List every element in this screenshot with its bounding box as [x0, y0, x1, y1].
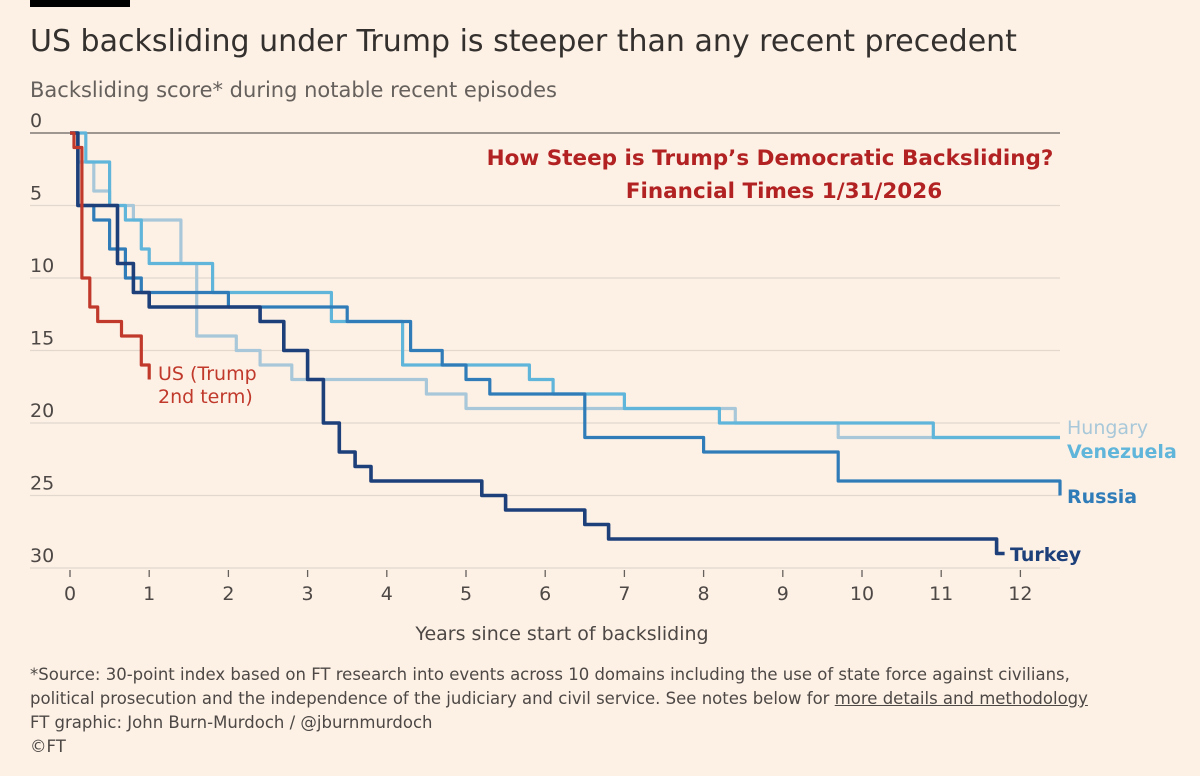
ft-brand-bar: [30, 0, 130, 7]
y-tick-label: 25: [30, 473, 54, 495]
x-tick-label: 10: [850, 583, 874, 605]
y-axis: 0 5 10 15 20 25 30: [30, 110, 54, 567]
series-line-turkey: [70, 131, 1005, 556]
source-note-line-2-text: political prosecution and the independen…: [30, 689, 835, 708]
x-tick-label: 3: [302, 583, 314, 605]
series-label-russia: Russia: [1067, 486, 1137, 508]
x-tick-label: 5: [460, 583, 472, 605]
graphic-credit: FT graphic: John Burn-Murdoch / @jburnmu…: [30, 713, 433, 732]
y-tick-label: 20: [30, 400, 54, 422]
x-tick-label: 8: [698, 583, 710, 605]
series-line-us-trump-2nd-term: [70, 131, 151, 380]
y-tick-label: 5: [30, 183, 42, 205]
x-tick-label: 1: [143, 583, 155, 605]
x-tick-label: 0: [64, 583, 76, 605]
x-tick-label: 11: [929, 583, 953, 605]
source-note-line-1: *Source: 30-point index based on FT rese…: [30, 665, 1070, 684]
x-tick-label: 6: [539, 583, 551, 605]
annotation-line-2: Financial Times 1/31/2026: [626, 179, 942, 204]
x-tick-label: 2: [222, 583, 234, 605]
chart-subtitle: Backsliding score* during notable recent…: [30, 78, 557, 102]
x-tick-label: 12: [1008, 583, 1032, 605]
series-label-hungary: Hungary: [1067, 417, 1148, 439]
x-tick-label: 7: [618, 583, 630, 605]
y-tick-label: 30: [30, 545, 54, 567]
methodology-link[interactable]: more details and methodology: [834, 689, 1088, 708]
series-label-us-trump-2nd-term: US (Trump 2nd term): [158, 363, 257, 408]
series-lines: [70, 131, 1062, 556]
chart-title: US backsliding under Trump is steeper th…: [30, 24, 1017, 59]
source-note-line-2: political prosecution and the independen…: [30, 688, 1088, 710]
y-tick-label: 10: [30, 255, 54, 277]
x-axis-label: Years since start of backsliding: [414, 623, 708, 645]
series-label-venezuela: Venezuela: [1067, 441, 1177, 463]
series-label-turkey: Turkey: [1010, 544, 1082, 566]
copyright: ©FT: [30, 737, 66, 756]
y-tick-label: 15: [30, 328, 54, 350]
x-axis: 0 1 2 3 4 5 6 7 8 9 10 11 12: [64, 570, 1032, 605]
y-tick-label: 0: [30, 110, 42, 132]
x-tick-label: 9: [777, 583, 789, 605]
annotation-line-1: How Steep is Trump’s Democratic Backslid…: [487, 146, 1054, 171]
x-tick-label: 4: [381, 583, 393, 605]
